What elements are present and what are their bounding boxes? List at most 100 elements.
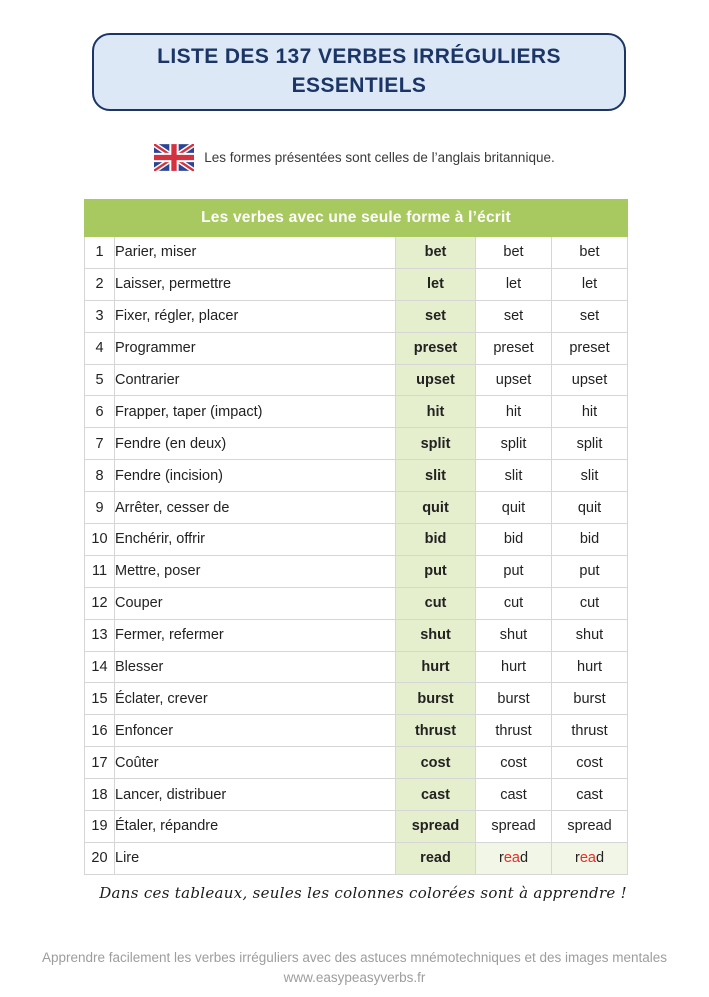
french-meaning-cell: Arrêter, cesser de: [114, 491, 396, 525]
row-number-cell: 13: [84, 618, 115, 652]
past-participle-cell: upset: [550, 363, 629, 397]
french-meaning-cell: Parier, miser: [114, 236, 396, 269]
past-simple-cell: bet: [475, 236, 552, 269]
french-meaning-cell: Étaler, répandre: [114, 810, 396, 843]
past-participle-cell: bet: [550, 236, 629, 269]
letters: r: [574, 850, 580, 867]
past-simple-cell: cost: [475, 746, 552, 780]
past-simple-cell: split: [475, 427, 552, 461]
row-number-cell: 6: [84, 395, 115, 429]
past-simple-cell: quit: [475, 491, 552, 525]
base-form-cell: put: [395, 554, 476, 588]
french-meaning-cell: Coûter: [114, 746, 396, 780]
french-meaning-cell: Frapper, taper (impact): [114, 395, 396, 429]
past-simple-cell: upset: [475, 363, 552, 397]
table-row: 5 Contrarier upset upset upset: [84, 363, 629, 397]
past-participle-cell: burst: [550, 682, 629, 716]
past-participle-cell: thrust: [550, 714, 629, 748]
letters: d: [519, 850, 529, 867]
french-meaning-cell: Lancer, distribuer: [114, 778, 396, 812]
past-simple-cell: hit: [475, 395, 552, 429]
highlighted-letters: ea: [503, 850, 520, 867]
base-form-cell: burst: [395, 682, 476, 716]
base-form-cell: shut: [395, 618, 476, 652]
french-meaning-cell: Fermer, refermer: [114, 618, 396, 652]
title-box: LISTE DES 137 VERBES IRRÉGULIERS ESSENTI…: [92, 33, 626, 111]
row-number-cell: 10: [84, 523, 115, 556]
past-participle-cell: hurt: [550, 650, 629, 684]
table-row: 16 Enfoncer thrust thrust thrust: [84, 714, 629, 748]
base-form-cell: quit: [395, 491, 476, 525]
base-form-cell: set: [395, 299, 476, 333]
base-form-cell: preset: [395, 331, 476, 365]
table-row: 20 Lire read read read: [84, 841, 629, 875]
past-simple-cell: slit: [475, 459, 552, 493]
base-form-cell: read: [395, 841, 476, 875]
highlighted-letters: ea: [579, 850, 596, 867]
table-row: 14 Blesser hurt hurt hurt: [84, 650, 629, 684]
past-participle-cell: shut: [550, 618, 629, 652]
page-title-line-1: LISTE DES 137 VERBES IRRÉGULIERS: [157, 45, 561, 68]
past-participle-cell: spread: [550, 810, 629, 843]
base-form-cell: hurt: [395, 650, 476, 684]
verb-table: Les verbes avec une seule forme à l’écri…: [83, 199, 629, 875]
row-number-cell: 2: [84, 267, 115, 301]
table-row: 13 Fermer, refermer shut shut shut: [84, 618, 629, 652]
row-number-cell: 5: [84, 363, 115, 397]
row-number-cell: 4: [84, 331, 115, 365]
row-number-cell: 17: [84, 746, 115, 780]
french-meaning-cell: Éclater, crever: [114, 682, 396, 716]
past-participle-cell: quit: [550, 491, 629, 525]
past-participle-cell: let: [550, 267, 629, 301]
base-form-cell: cast: [395, 778, 476, 812]
past-simple-cell: set: [475, 299, 552, 333]
past-simple-cell: let: [475, 267, 552, 301]
past-participle-cell: split: [550, 427, 629, 461]
notice-text: Les formes présentées sont celles de l’a…: [204, 150, 555, 165]
past-simple-cell: put: [475, 554, 552, 588]
row-number-cell: 7: [84, 427, 115, 461]
base-form-cell: hit: [395, 395, 476, 429]
footer: Apprendre facilement les verbes irréguli…: [0, 948, 709, 988]
base-form-cell: thrust: [395, 714, 476, 748]
table-row: 17 Coûter cost cost cost: [84, 746, 629, 780]
french-meaning-cell: Enchérir, offrir: [114, 523, 396, 556]
french-meaning-cell: Couper: [114, 586, 396, 620]
table-row: 11 Mettre, poser put put put: [84, 554, 629, 588]
row-number-cell: 1: [84, 236, 115, 269]
french-meaning-cell: Fendre (incision): [114, 459, 396, 493]
footer-url: www.easypeasyverbs.fr: [283, 969, 426, 985]
past-participle-cell: bid: [550, 523, 629, 556]
page-title-line-2: ESSENTIELS: [291, 74, 427, 97]
table-row: 7 Fendre (en deux) split split split: [84, 427, 629, 461]
base-form-cell: spread: [395, 810, 476, 843]
base-form-cell: slit: [395, 459, 476, 493]
french-meaning-cell: Lire: [114, 841, 396, 875]
past-simple-cell: hurt: [475, 650, 552, 684]
row-number-cell: 16: [84, 714, 115, 748]
row-number-cell: 14: [84, 650, 115, 684]
row-number-cell: 19: [84, 810, 115, 843]
table-row: 9 Arrêter, cesser de quit quit quit: [84, 491, 629, 525]
french-meaning-cell: Mettre, poser: [114, 554, 396, 588]
french-meaning-cell: Enfoncer: [114, 714, 396, 748]
past-simple-cell: preset: [475, 331, 552, 365]
base-form-cell: bid: [395, 523, 476, 556]
table-section-title: Les verbes avec une seule forme à l’écri…: [83, 199, 629, 237]
past-participle-cell: hit: [550, 395, 629, 429]
french-meaning-cell: Blesser: [114, 650, 396, 684]
footer-tagline: Apprendre facilement les verbes irréguli…: [41, 949, 668, 965]
row-number-cell: 3: [84, 299, 115, 333]
past-simple-cell: cast: [475, 778, 552, 812]
french-meaning-cell: Fixer, régler, placer: [114, 299, 396, 333]
base-form-cell: cut: [395, 586, 476, 620]
table-row: 6 Frapper, taper (impact) hit hit hit: [84, 395, 629, 429]
past-participle-cell: cast: [550, 778, 629, 812]
base-form-cell: cost: [395, 746, 476, 780]
row-number-cell: 12: [84, 586, 115, 620]
row-number-cell: 15: [84, 682, 115, 716]
row-number-cell: 9: [84, 491, 115, 525]
base-form-cell: let: [395, 267, 476, 301]
french-meaning-cell: Contrarier: [114, 363, 396, 397]
